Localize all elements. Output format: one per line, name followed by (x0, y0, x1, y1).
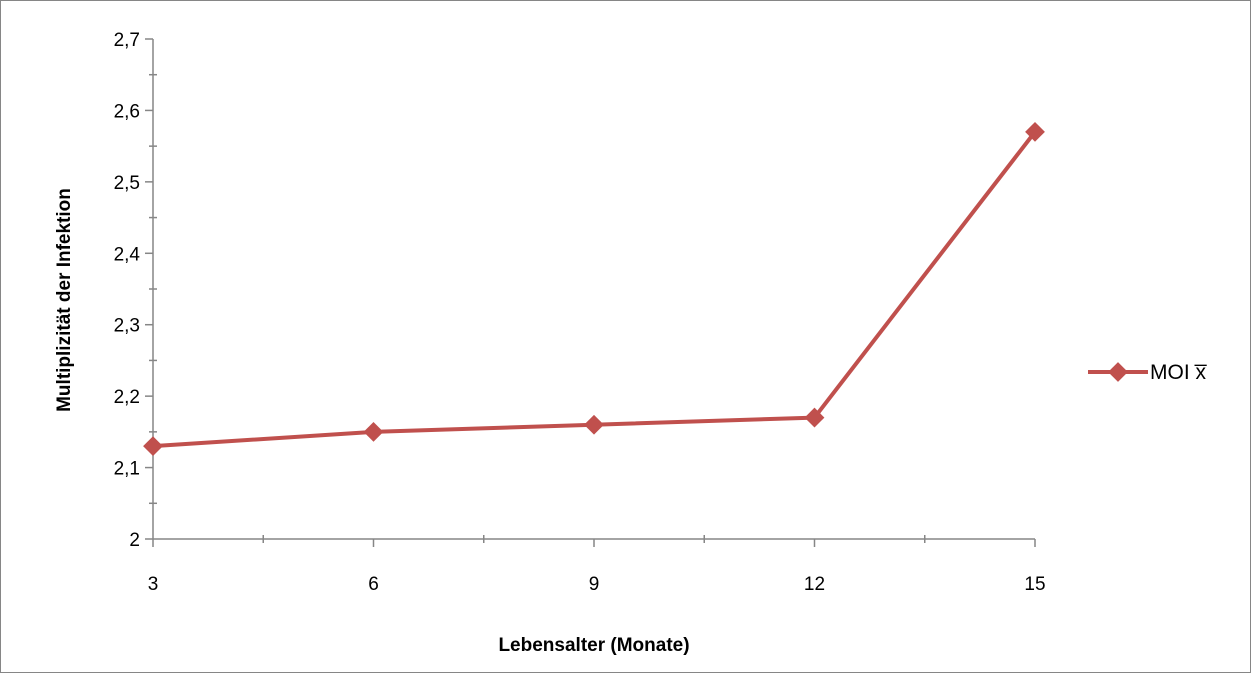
x-tick-label: 15 (1024, 574, 1045, 595)
y-tick-label: 2,1 (114, 459, 140, 480)
series-group (143, 121, 1045, 457)
y-tick-label: 2,5 (114, 173, 140, 194)
ticks: 2 2,1 2,2 2,3 2,4 2,5 2,6 2,7 3 6 9 12 15 (114, 30, 1046, 595)
y-tick-label: 2,3 (114, 316, 140, 337)
y-tick-label: 2,7 (114, 30, 140, 51)
x-tick-label: 12 (804, 574, 825, 595)
legend-series-marker (1108, 362, 1128, 382)
x-tick-label: 6 (368, 574, 379, 595)
x-tick-label: 9 (589, 574, 600, 595)
y-tick-label: 2,6 (114, 101, 140, 122)
data-point-marker (363, 421, 384, 442)
data-point-marker (143, 436, 163, 457)
data-point-marker (804, 407, 825, 428)
legend-series-label: MOI x̅ (1150, 361, 1208, 384)
y-axis-title: Multiplizität der Infektion (54, 188, 75, 412)
legend: MOI x̅ (1088, 361, 1208, 384)
x-axis-title: Lebensalter (Monate) (498, 635, 689, 656)
y-tick-label: 2,2 (114, 387, 140, 408)
data-point-marker (584, 414, 604, 435)
y-tick-label: 2,4 (114, 244, 141, 265)
y-tick-label: 2 (129, 530, 140, 551)
x-tick-label: 3 (148, 574, 159, 595)
data-point-marker (1025, 121, 1045, 142)
